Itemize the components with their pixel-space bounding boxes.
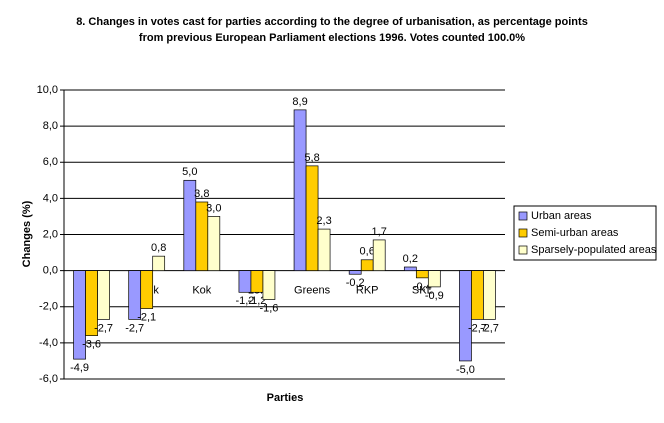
bar	[207, 216, 221, 271]
value-label: 2,3	[316, 215, 331, 227]
bar	[427, 270, 441, 288]
bar	[305, 165, 319, 271]
legend-box	[513, 205, 657, 261]
bar	[152, 255, 166, 271]
bar	[250, 270, 264, 293]
y-axis-label: Changes (%)	[21, 200, 33, 267]
value-label: 5,0	[182, 166, 197, 178]
value-label: 0,2	[403, 253, 418, 265]
value-label: 5,8	[304, 152, 319, 164]
value-label: -1,2	[235, 295, 254, 307]
legend-label: Semi-urban areas	[531, 227, 619, 239]
value-label: -3,6	[82, 339, 101, 351]
bar	[459, 270, 472, 362]
value-label: -2,7	[94, 322, 113, 334]
value-label: -0,2	[346, 277, 365, 289]
y-tick-label: -4,0	[39, 337, 58, 349]
value-label: -5,0	[456, 364, 475, 376]
value-label: -0,9	[425, 290, 444, 302]
legend-label: Urban areas	[531, 210, 592, 222]
bar	[317, 228, 331, 271]
chart-title: from previous European Parliament electi…	[139, 32, 525, 44]
y-tick-label: 0,0	[43, 265, 58, 277]
bar	[238, 270, 252, 293]
bar	[415, 270, 429, 279]
y-tick-label: 10,0	[37, 84, 58, 96]
bar	[372, 239, 386, 271]
bar	[483, 270, 496, 320]
x-tick-label: RKP	[356, 285, 379, 297]
bar	[348, 270, 362, 275]
bar	[262, 270, 276, 300]
legend-swatch	[518, 245, 528, 255]
bar	[97, 270, 110, 320]
bar	[360, 259, 374, 271]
value-label: 0,8	[151, 242, 166, 254]
y-tick-label: -2,0	[39, 301, 58, 313]
x-axis-label: Parties	[267, 392, 304, 404]
value-label: 0,6	[360, 246, 375, 258]
value-label: -2,1	[137, 311, 156, 323]
bar	[403, 266, 417, 271]
bar	[471, 270, 484, 320]
value-label: -1,2	[247, 295, 266, 307]
y-tick-label: 2,0	[43, 228, 58, 240]
value-label: 1,7	[372, 226, 387, 238]
value-label: -2,7	[468, 322, 487, 334]
value-label: -2,7	[125, 322, 144, 334]
legend-label: Sparsely-populated areas	[531, 244, 657, 256]
value-label: -4,9	[70, 362, 89, 374]
value-label: 3,0	[206, 202, 221, 214]
bar	[140, 270, 154, 309]
legend-swatch	[518, 211, 528, 221]
value-label: -1,6	[259, 302, 278, 314]
bar	[293, 109, 307, 271]
x-tick-label: Greens	[294, 285, 331, 297]
y-tick-label: 8,0	[43, 120, 58, 132]
value-label: -2,7	[480, 322, 499, 334]
legend-swatch	[518, 228, 528, 238]
value-label: 8,9	[292, 96, 307, 108]
value-label: -0,4	[413, 281, 432, 293]
y-tick-label: -6,0	[39, 373, 58, 385]
x-tick-label: Kok	[192, 285, 211, 297]
y-tick-label: 4,0	[43, 192, 58, 204]
value-label: 3,8	[194, 188, 209, 200]
chart-title: 8. Changes in votes cast for parties acc…	[76, 16, 588, 28]
x-tick-label: SKL	[412, 285, 433, 297]
y-tick-label: 6,0	[43, 156, 58, 168]
